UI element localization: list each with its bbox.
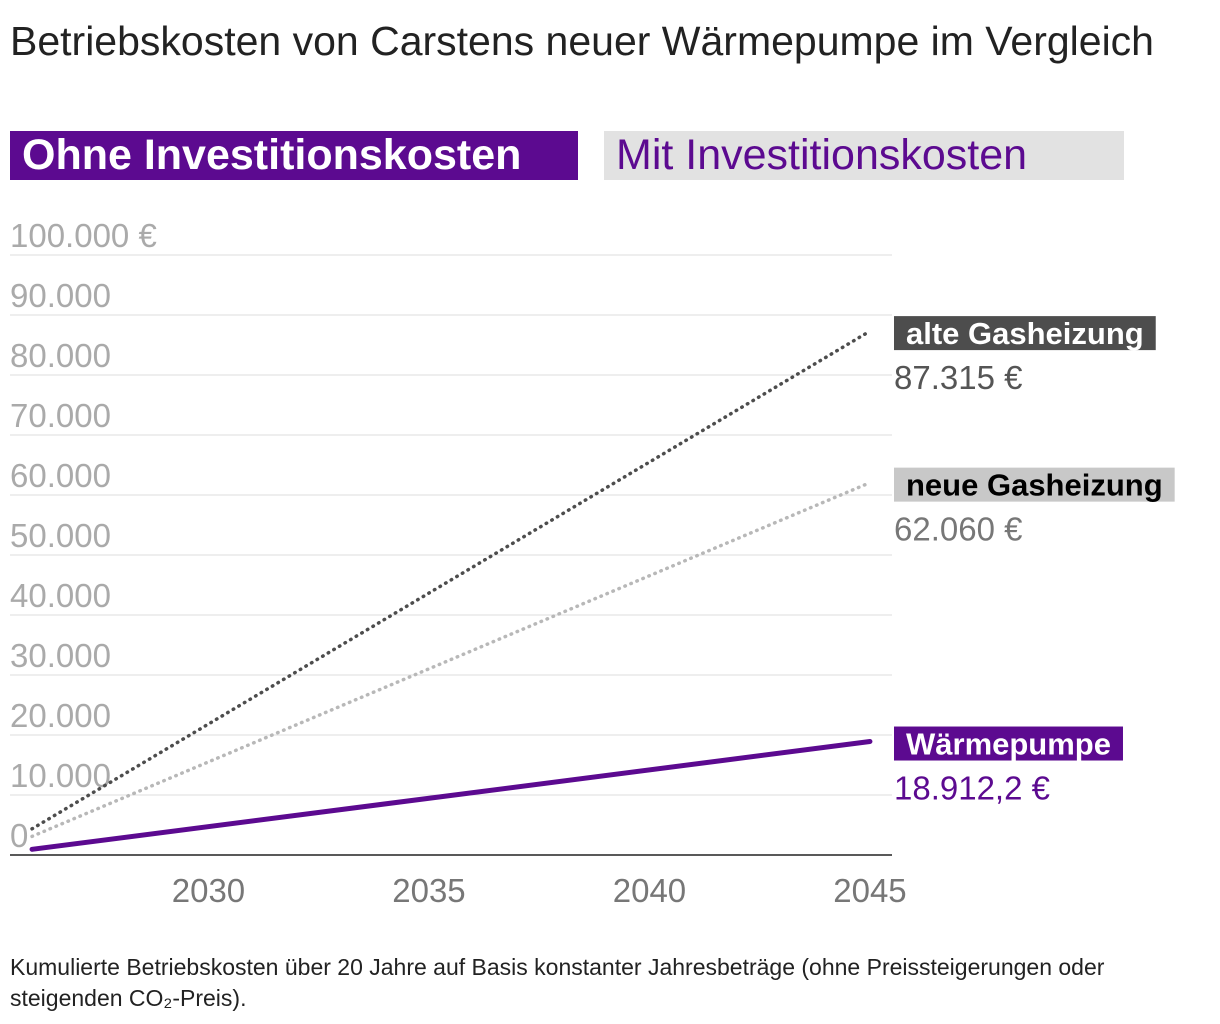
x-tick-label: 2035 [392, 872, 465, 909]
y-tick-label: 0 [10, 817, 28, 854]
chart-footnote: Kumulierte Betriebskosten über 20 Jahre … [10, 954, 1105, 1011]
series-line-0 [30, 329, 872, 831]
series-label-box [894, 467, 1175, 502]
series-end-value: 62.060 € [894, 511, 1022, 548]
y-tick-label: 40.000 [10, 577, 111, 614]
y-tick-label: 100.000 € [10, 217, 157, 254]
series-label-box [894, 316, 1156, 351]
line-chart: 0 10.000 20.000 30.000 40.000 50.000 60.000 70.… [10, 217, 1175, 909]
series-name-label: neue Gasheizung [906, 468, 1163, 503]
x-tick-label: 2040 [613, 872, 686, 909]
y-tick-label: 80.000 [10, 337, 111, 374]
y-tick-label: 50.000 [10, 517, 111, 554]
series-label-box [894, 726, 1123, 761]
series-line-1 [30, 480, 872, 839]
y-tick-label: 70.000 [10, 397, 111, 434]
tab-mit-investitionskosten[interactable]: Mit Investitionskosten [604, 131, 1124, 180]
y-tick-label: 60.000 [10, 457, 111, 494]
series-end-value: 87.315 € [894, 359, 1022, 396]
x-tick-label: 2045 [833, 872, 906, 909]
x-tick-label: 2030 [172, 872, 245, 909]
series-line-2 [29, 739, 873, 852]
series-name-label: alte Gasheizung [906, 316, 1144, 351]
chart-title: Betriebskosten von Carstens neuer Wärmep… [10, 18, 1154, 64]
tab-ohne-investitionskosten[interactable]: Ohne Investitionskosten [10, 131, 578, 180]
y-tick-label: 10.000 [10, 757, 111, 794]
series-end-value: 18.912,2 € [894, 770, 1050, 807]
y-tick-label: 20.000 [10, 697, 111, 734]
y-tick-label: 90.000 [10, 277, 111, 314]
y-tick-label: 30.000 [10, 637, 111, 674]
series-name-label: Wärmepumpe [906, 727, 1111, 762]
